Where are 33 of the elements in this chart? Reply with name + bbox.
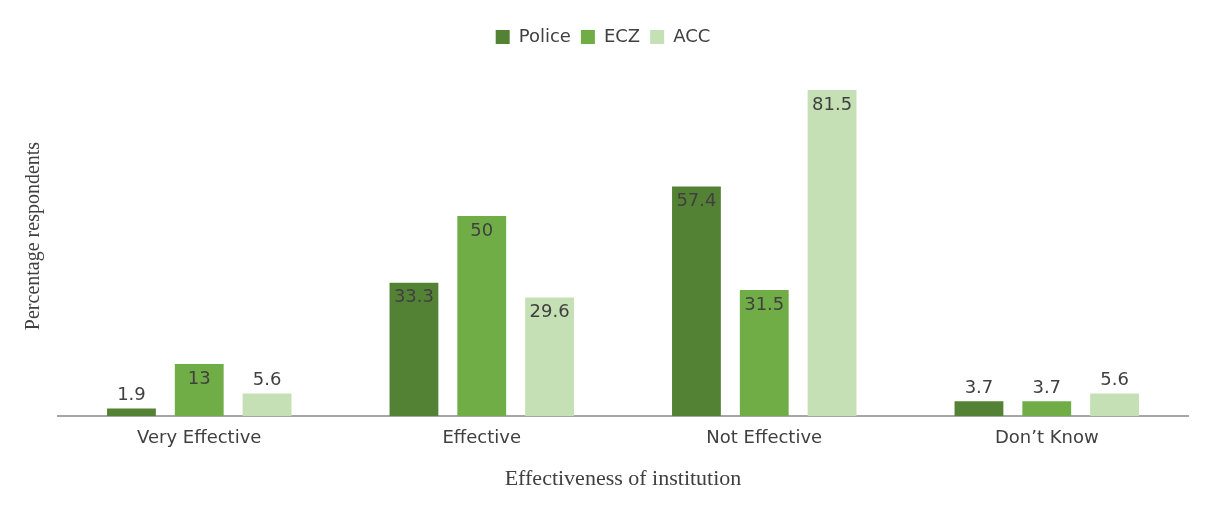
- data-label: 31.5: [744, 292, 785, 314]
- data-label: 81.5: [812, 92, 853, 114]
- data-label: 50: [470, 218, 494, 240]
- x-axis-title: Effectiveness of institution: [504, 464, 742, 490]
- data-label: 5.6: [1100, 368, 1129, 390]
- bar: [807, 90, 857, 416]
- data-label: 57.4: [676, 189, 717, 211]
- bar: [242, 393, 292, 416]
- legend-label: Police: [518, 24, 571, 46]
- bar: [174, 364, 224, 416]
- x-tick-label: Don’t Know: [994, 426, 1099, 448]
- data-label: 1.9: [117, 383, 146, 405]
- bar: [739, 290, 789, 416]
- data-label: 3.7: [964, 375, 994, 397]
- data-label: 33.3: [393, 285, 434, 307]
- bar: [107, 408, 156, 416]
- x-tick-label: Very Effective: [137, 426, 262, 448]
- data-label: 3.7: [1032, 375, 1062, 397]
- bar: [954, 401, 1004, 416]
- legend-label: ACC: [673, 24, 711, 46]
- x-tick-label: Not Effective: [706, 426, 823, 448]
- bar: [457, 216, 507, 416]
- data-label: 5.6: [252, 368, 282, 390]
- bar: [1022, 401, 1072, 416]
- bar: [1090, 393, 1139, 416]
- legend-label: ECZ: [603, 24, 641, 46]
- bar: [389, 282, 439, 416]
- x-tick-label: Effective: [442, 426, 522, 448]
- y-axis-title: Percentage respondents: [21, 141, 45, 331]
- bar: [672, 186, 721, 416]
- data-label: 29.6: [529, 300, 570, 322]
- bar: [525, 297, 574, 416]
- data-label: 13: [187, 366, 211, 388]
